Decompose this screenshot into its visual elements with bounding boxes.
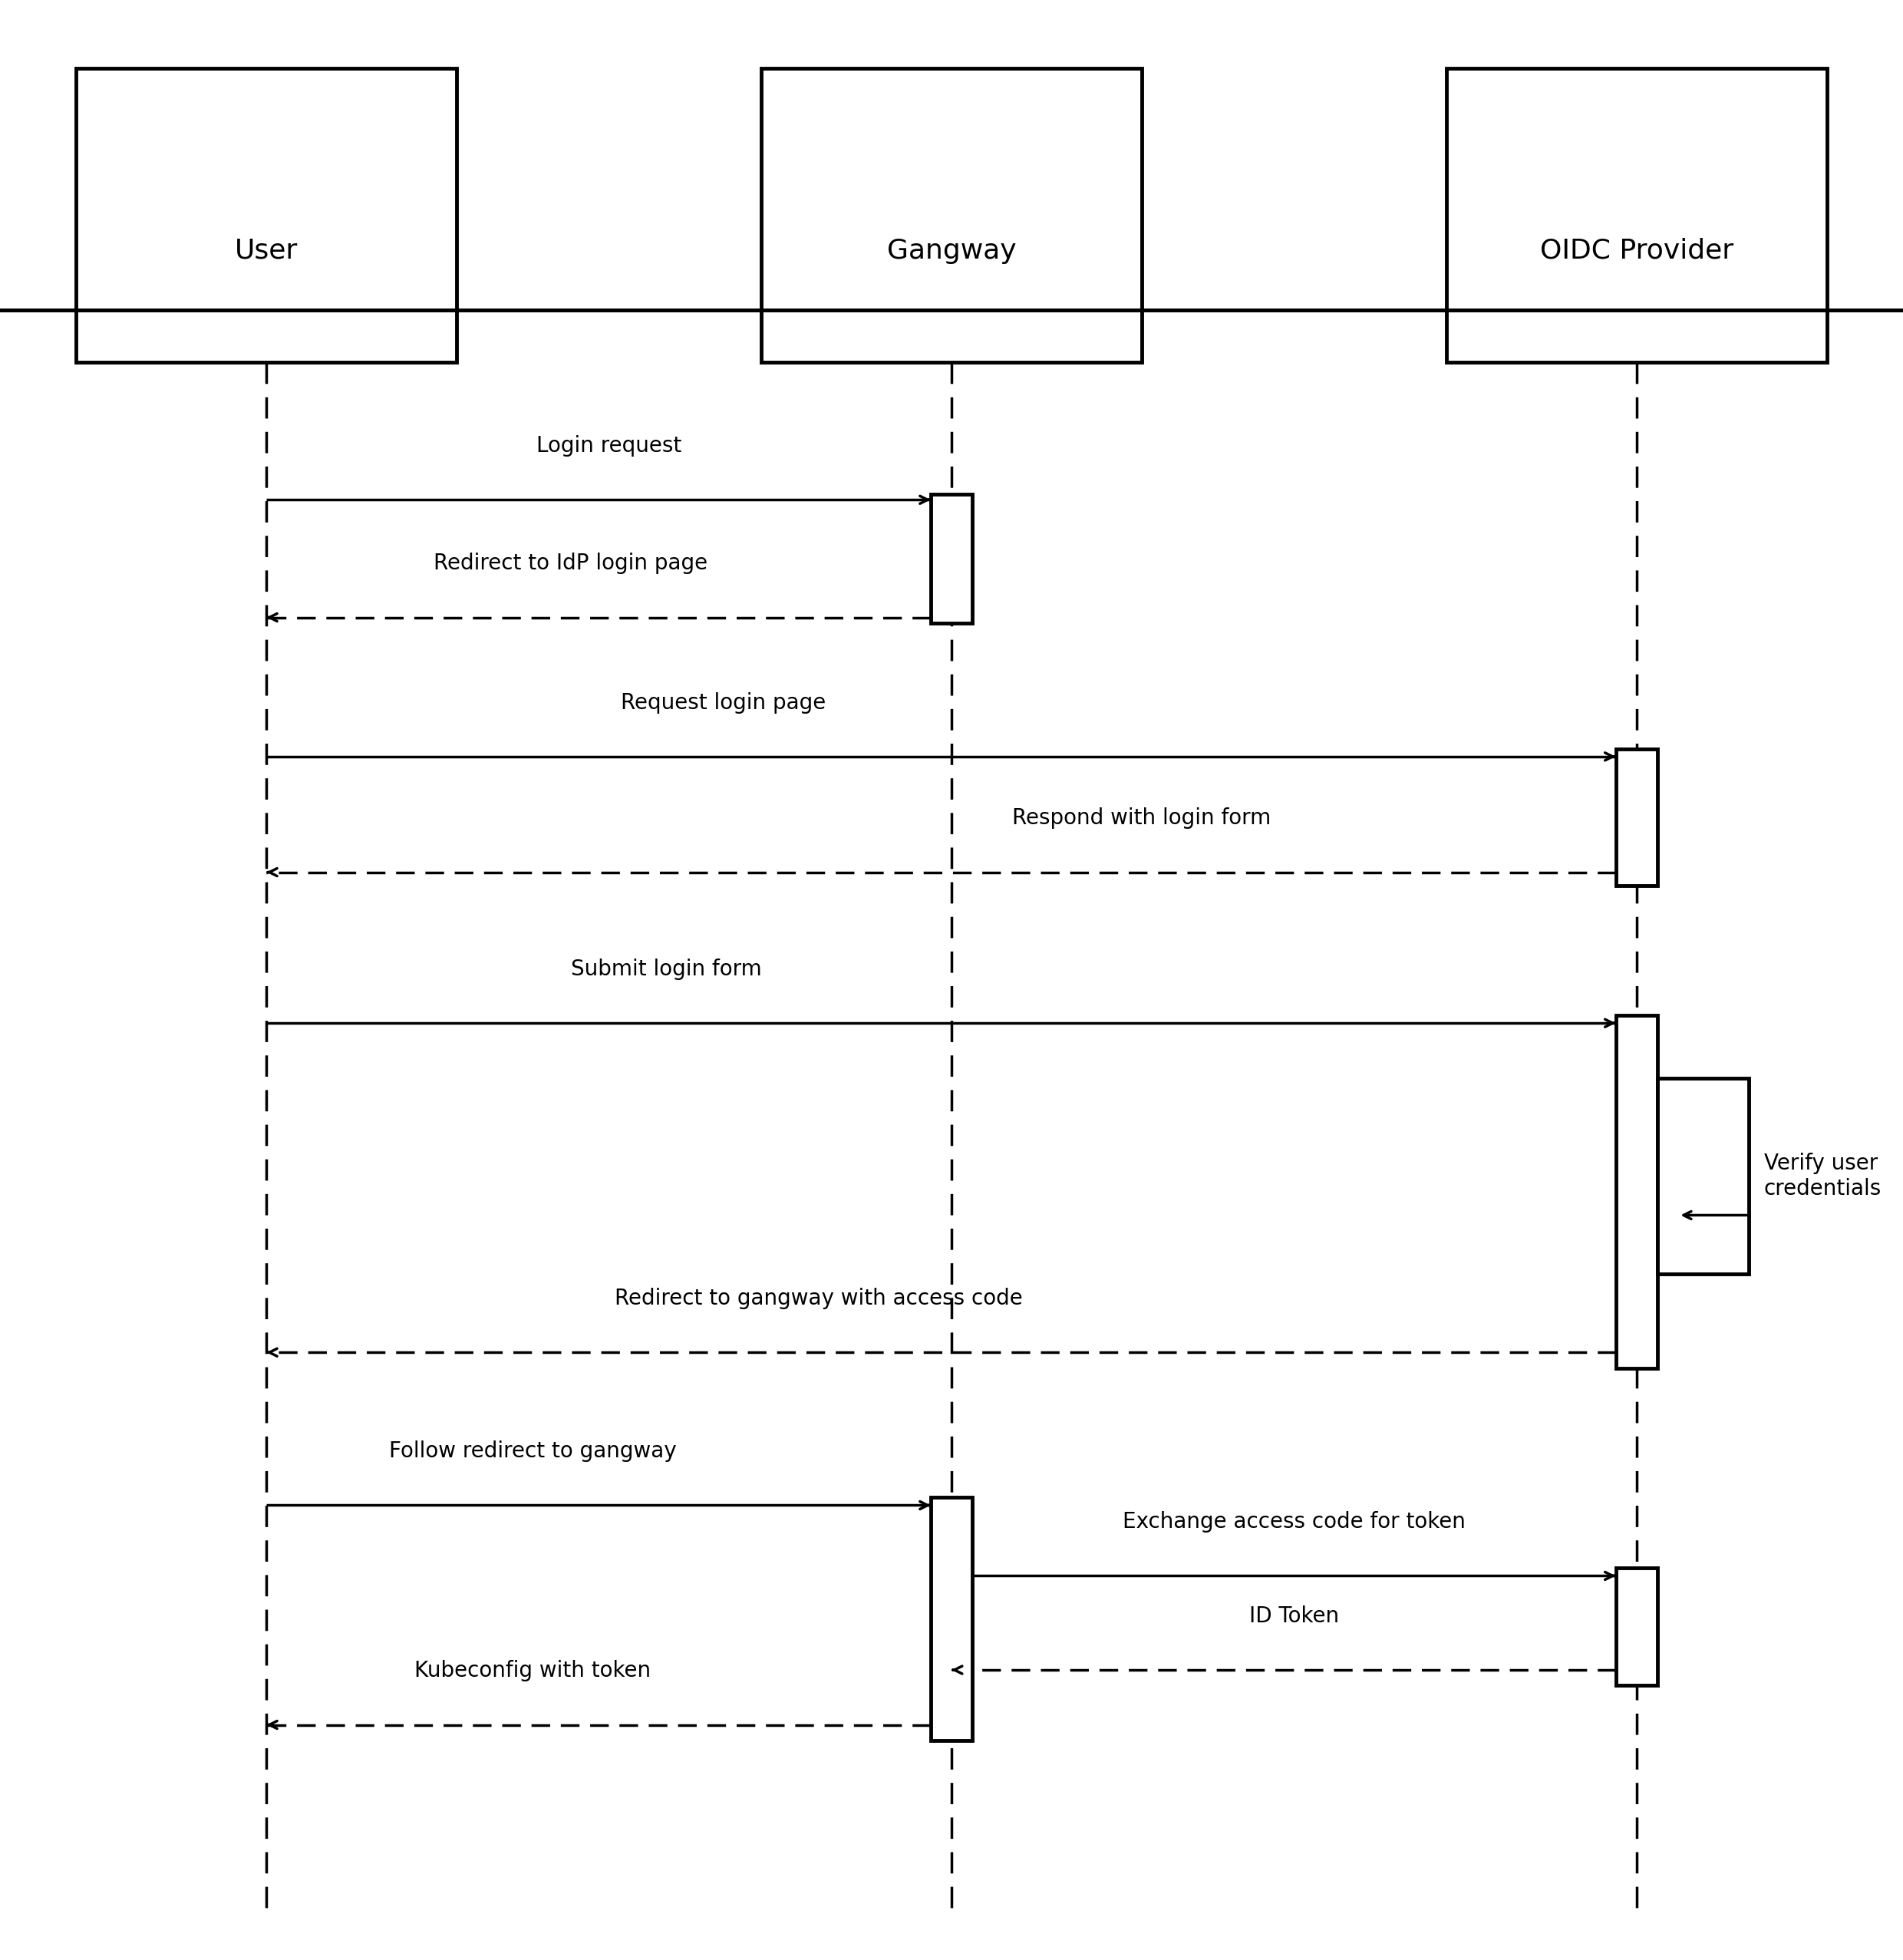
- Text: Verify user
credentials: Verify user credentials: [1764, 1152, 1882, 1200]
- Bar: [76, 69, 457, 363]
- Bar: [1616, 1568, 1658, 1686]
- Text: Submit login form: Submit login form: [571, 958, 761, 980]
- Bar: [1658, 1078, 1749, 1274]
- Bar: [1616, 749, 1658, 886]
- Text: User: User: [234, 237, 299, 265]
- Text: Exchange access code for token: Exchange access code for token: [1123, 1511, 1465, 1533]
- Text: Respond with login form: Respond with login form: [1012, 808, 1271, 829]
- Bar: [931, 1497, 972, 1740]
- Text: Redirect to IdP login page: Redirect to IdP login page: [434, 553, 708, 574]
- Bar: [1446, 69, 1827, 363]
- Text: Redirect to gangway with access code: Redirect to gangway with access code: [615, 1288, 1022, 1309]
- Text: Follow redirect to gangway: Follow redirect to gangway: [388, 1441, 677, 1462]
- Bar: [761, 69, 1142, 363]
- Text: Kubeconfig with token: Kubeconfig with token: [415, 1660, 651, 1682]
- Bar: [931, 494, 972, 623]
- Text: Request login page: Request login page: [620, 692, 826, 713]
- Text: OIDC Provider: OIDC Provider: [1540, 237, 1734, 265]
- Text: ID Token: ID Token: [1248, 1605, 1340, 1627]
- Text: Gangway: Gangway: [887, 237, 1016, 265]
- Text: Login request: Login request: [537, 435, 681, 457]
- Bar: [1616, 1015, 1658, 1368]
